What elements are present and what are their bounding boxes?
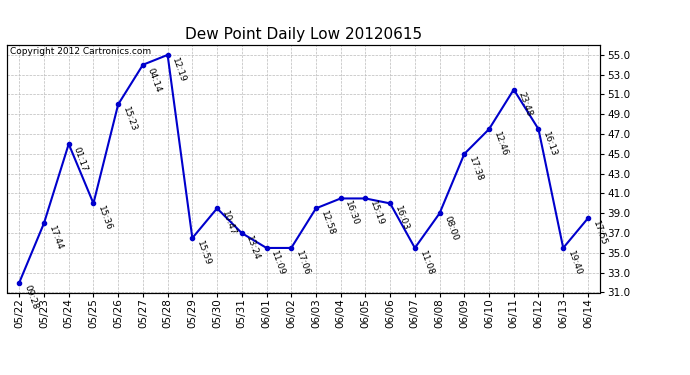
Text: Copyright 2012 Cartronics.com: Copyright 2012 Cartronics.com bbox=[10, 48, 151, 57]
Text: 01:17: 01:17 bbox=[72, 146, 89, 173]
Text: 12:58: 12:58 bbox=[319, 210, 336, 237]
Text: 17:06: 17:06 bbox=[294, 249, 311, 277]
Text: 08:00: 08:00 bbox=[442, 215, 460, 242]
Text: 15:23: 15:23 bbox=[121, 106, 138, 133]
Text: 17:44: 17:44 bbox=[47, 225, 64, 252]
Text: 23:48: 23:48 bbox=[517, 91, 534, 118]
Text: 17:38: 17:38 bbox=[467, 155, 484, 183]
Text: 16:13: 16:13 bbox=[541, 130, 559, 158]
Text: 12:46: 12:46 bbox=[492, 130, 509, 158]
Text: 19:40: 19:40 bbox=[566, 249, 583, 277]
Text: 10:47: 10:47 bbox=[220, 210, 237, 237]
Text: 04:14: 04:14 bbox=[146, 66, 163, 93]
Text: 16:03: 16:03 bbox=[393, 205, 411, 232]
Text: 09:28: 09:28 bbox=[22, 284, 39, 311]
Text: 16:30: 16:30 bbox=[344, 200, 361, 227]
Text: 15:36: 15:36 bbox=[96, 205, 114, 232]
Text: 17:55: 17:55 bbox=[591, 220, 608, 247]
Title: Dew Point Daily Low 20120615: Dew Point Daily Low 20120615 bbox=[185, 27, 422, 42]
Text: 11:08: 11:08 bbox=[417, 249, 435, 277]
Text: 12:19: 12:19 bbox=[170, 56, 188, 84]
Text: 11:09: 11:09 bbox=[269, 249, 286, 277]
Text: 13:24: 13:24 bbox=[244, 234, 262, 262]
Text: 15:59: 15:59 bbox=[195, 240, 213, 267]
Text: 15:19: 15:19 bbox=[368, 200, 386, 227]
